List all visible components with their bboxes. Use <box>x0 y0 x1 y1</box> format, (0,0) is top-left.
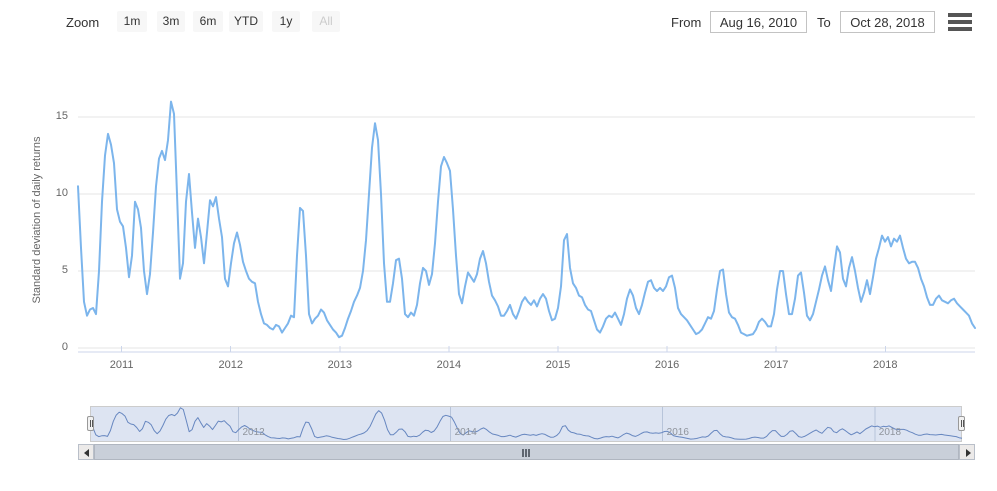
y-axis-title: Standard deviation of daily returns <box>31 136 43 304</box>
from-date-input[interactable] <box>710 11 807 33</box>
y-axis-label: 10 <box>55 187 68 199</box>
x-axis-label: 2017 <box>763 359 789 371</box>
navigator-handle-right[interactable] <box>958 416 965 431</box>
navigator-axis-label: 2018 <box>878 427 902 438</box>
to-label: To <box>817 15 831 30</box>
x-axis-label: 2011 <box>109 359 134 371</box>
zoom-button-1y[interactable]: 1y <box>272 11 300 32</box>
x-axis-label: 2013 <box>327 359 353 371</box>
scrollbar-grip-icon <box>522 449 531 457</box>
hamburger-menu-icon[interactable] <box>948 13 972 31</box>
navigator-handle-left[interactable] <box>87 416 94 431</box>
zoom-button-6m[interactable]: 6m <box>193 11 223 32</box>
from-label: From <box>671 15 702 30</box>
plot-area[interactable] <box>78 90 975 352</box>
zoom-button-1m[interactable]: 1m <box>117 11 147 32</box>
x-axis-label: 2015 <box>545 359 571 371</box>
x-axis-label: 2012 <box>218 359 243 371</box>
navigator[interactable] <box>90 406 962 442</box>
scrollbar-right-button[interactable] <box>959 444 975 460</box>
scrollbar-left-button[interactable] <box>78 444 94 460</box>
to-date-input[interactable] <box>840 11 935 33</box>
navigator-axis-label: 2014 <box>454 427 477 438</box>
y-axis-label: 0 <box>61 341 68 353</box>
zoom-button-all: All <box>312 11 340 32</box>
x-axis-label: 2016 <box>654 359 680 371</box>
x-axis-label: 2014 <box>436 359 462 371</box>
y-axis-label: 15 <box>55 110 68 122</box>
navigator-axis-label: 2016 <box>666 427 689 438</box>
zoom-button-ytd[interactable]: YTD <box>229 11 263 32</box>
zoom-label: Zoom <box>66 15 100 30</box>
scrollbar-thumb[interactable] <box>94 444 959 460</box>
left-arrow-icon <box>84 449 89 457</box>
right-arrow-icon <box>966 449 971 457</box>
zoom-button-3m[interactable]: 3m <box>157 11 185 32</box>
x-axis-label: 2018 <box>873 359 898 371</box>
navigator-axis-label: 2012 <box>242 427 265 438</box>
y-axis-label: 5 <box>61 264 68 276</box>
